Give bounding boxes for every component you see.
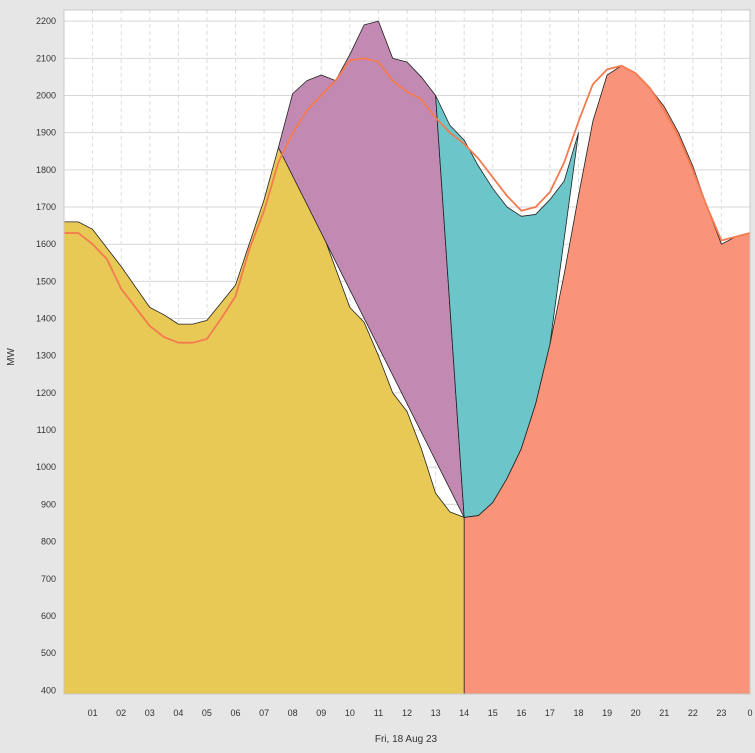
y-tick-label: 1800 [36,165,56,175]
y-tick-label: 1000 [36,462,56,472]
area-series [63,20,751,695]
x-tick-label: 10 [345,708,355,718]
x-tick-label: 12 [402,708,412,718]
demand-line [64,57,751,344]
x-tick-label: 09 [316,708,326,718]
y-tick-label: 1400 [36,314,56,324]
area-purple [277,20,465,518]
x-tick-label: 16 [516,708,526,718]
y-tick-label: 1600 [36,239,56,249]
x-tick-label: 08 [288,708,298,718]
y-tick-label: 1100 [37,425,56,435]
y-tick-label: 800 [41,537,56,547]
y-axis-ticks: 400 500 600 700 800 900 1000 1100 1200 1300 1400 15… [36,16,56,695]
x-tick-label: 06 [230,708,240,718]
x-tick-label: 01 [88,708,98,718]
x-tick-label: 14 [459,708,469,718]
plot-frame [63,9,751,695]
x-tick-label: 11 [374,708,383,718]
x-tick-label: 03 [145,708,155,718]
y-tick-label: 1500 [36,276,56,286]
x-axis-ticks: 01 02 03 04 05 06 07 08 09 10 11 12 13 14 15 16 17 18 19 20… [88,708,753,718]
x-tick-label: 15 [488,708,498,718]
y-tick-label: 1300 [36,351,56,361]
x-tick-label: 19 [602,708,612,718]
x-tick-label: 13 [431,708,441,718]
y-tick-label: 900 [41,499,56,509]
line-series [64,57,751,344]
x-tick-label: 22 [688,708,698,718]
x-tick-label: 02 [116,708,126,718]
x-tick-label: 0 [747,708,752,718]
y-tick-label: 400 [41,685,56,695]
x-tick-label: 21 [659,708,669,718]
y-tick-label: 600 [41,611,56,621]
x-tick-label: 17 [545,708,555,718]
x-tick-label: 23 [716,708,726,718]
y-tick-label: 1200 [36,388,56,398]
y-tick-label: 1700 [36,202,56,212]
x-tick-label: 07 [259,708,269,718]
x-axis-title: Fri, 18 Aug 23 [375,734,438,745]
x-tick-label: 05 [202,708,212,718]
y-tick-label: 2000 [36,91,56,101]
y-tick-label: 700 [41,574,56,584]
y-axis-title: MW [6,348,17,366]
x-tick-label: 18 [573,708,583,718]
y-tick-label: 1900 [36,128,56,138]
y-tick-label: 2100 [36,53,56,63]
x-tick-label: 20 [631,708,641,718]
x-tick-label: 04 [173,708,183,718]
y-tick-label: 2200 [36,16,56,26]
y-tick-label: 500 [41,648,56,658]
